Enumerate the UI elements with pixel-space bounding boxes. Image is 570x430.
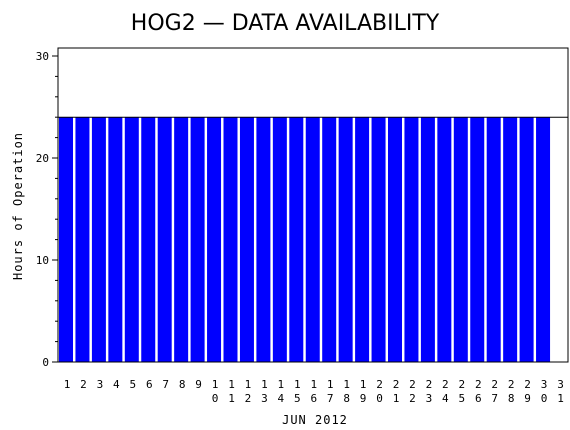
bar-day-17 — [322, 117, 337, 362]
bar-day-18 — [338, 117, 353, 362]
x-axis: 1 2 3 4 5 6 7 8 9 1 01 11 21 31 41 51 61 71 81 92 02 12 22 32 42… — [64, 378, 564, 405]
bar-day-1 — [59, 117, 73, 362]
bar-day-13 — [256, 117, 271, 362]
x-tick-label: 1 — [64, 378, 71, 391]
bar-day-6 — [141, 117, 156, 362]
bar-day-16 — [305, 117, 320, 362]
bar-day-28 — [503, 117, 518, 362]
x-tick-label: 7 — [162, 378, 169, 391]
bar-day-19 — [355, 117, 370, 362]
bar-day-23 — [420, 117, 435, 362]
y-tick-label: 10 — [36, 254, 49, 267]
x-axis-label: JUN 2012 — [282, 413, 348, 427]
x-tick-label: 4 — [113, 378, 120, 391]
x-tick-label: 3 — [97, 378, 104, 391]
x-tick-label: 9 — [195, 378, 202, 391]
bar-day-20 — [371, 117, 386, 362]
x-tick-label: 5 — [129, 378, 136, 391]
x-tick-label: 6 — [146, 378, 153, 391]
bar-day-26 — [470, 117, 485, 362]
y-axis-label: Hours of Operation — [11, 132, 25, 280]
bar-day-21 — [388, 117, 402, 362]
bar-day-30 — [536, 117, 551, 362]
chart-title: HOG2 — DATA AVAILABILITY — [131, 11, 440, 36]
bar-day-12 — [239, 117, 254, 362]
bar-day-4 — [108, 117, 123, 362]
bar-day-24 — [437, 117, 452, 362]
y-axis: 0 10 20 30 — [36, 50, 58, 369]
bar-day-10 — [207, 117, 222, 362]
y-tick-label: 20 — [36, 152, 49, 165]
bar-day-22 — [404, 117, 419, 362]
bar-day-3 — [91, 117, 106, 362]
bar-day-29 — [519, 117, 534, 362]
x-tick-label: 2 — [80, 378, 87, 391]
bar-day-11 — [223, 117, 238, 362]
x-tick-label: 8 — [179, 378, 186, 391]
bar-day-27 — [486, 117, 501, 362]
bar-day-14 — [272, 117, 287, 362]
bar-day-5 — [124, 117, 139, 362]
bar-day-7 — [157, 117, 172, 362]
bar-day-25 — [453, 117, 468, 362]
y-tick-label: 0 — [42, 356, 49, 369]
plot-frame — [57, 47, 569, 363]
bar-day-9 — [190, 117, 205, 362]
y-tick-label: 30 — [36, 50, 49, 63]
bars — [59, 117, 551, 362]
bar-day-2 — [75, 117, 90, 362]
bar-day-15 — [289, 117, 304, 362]
bar-day-8 — [174, 117, 189, 362]
